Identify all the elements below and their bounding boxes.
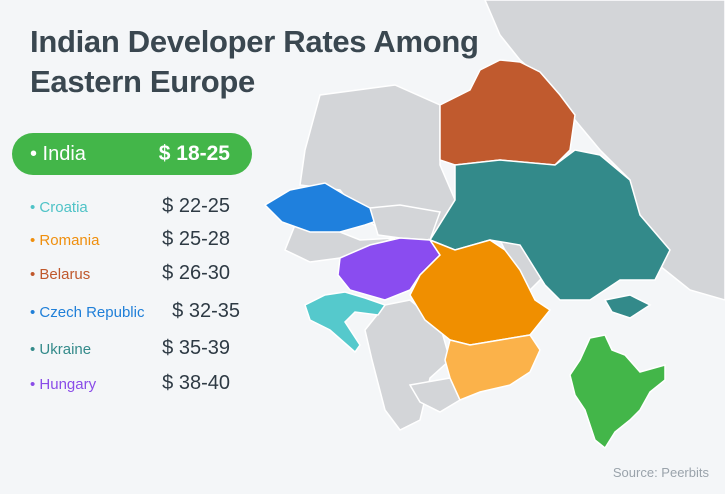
- rate-row-belarus: • Belarus $ 26-30: [30, 262, 240, 286]
- country-label: • Belarus: [30, 266, 91, 283]
- country-rate: $ 35-39: [162, 337, 230, 359]
- rate-row-hungary: • Hungary $ 38-40: [30, 372, 240, 396]
- map-region-croatia: [304, 291, 387, 354]
- map-region-bulgaria: [444, 334, 541, 401]
- map-region-slovakia: [369, 204, 442, 241]
- map-region-russia: [484, 0, 725, 301]
- country-rate: $ 32-35: [172, 300, 240, 322]
- country-label: • Romania: [30, 232, 100, 249]
- map-region-greece: [408, 377, 461, 413]
- page-title: Indian Developer Rates Among Eastern Eur…: [30, 24, 479, 99]
- country-label: • Hungary: [30, 376, 97, 393]
- map-region-crimea: [603, 294, 652, 319]
- country-label: • Croatia: [30, 199, 88, 216]
- country-label: • Ukraine: [30, 341, 92, 358]
- map-region-india: [569, 334, 666, 450]
- india-label: • India: [30, 143, 86, 165]
- rate-row-romania: • Romania $ 25-28: [30, 228, 240, 252]
- rate-row-czech-republic: • Czech Republic $ 32-35: [30, 300, 240, 324]
- rate-row-croatia: • Croatia $ 22-25: [30, 195, 240, 219]
- country-label: • Czech Republic: [30, 304, 145, 321]
- rate-row-ukraine: • Ukraine $ 35-39: [30, 337, 240, 361]
- country-rate: $ 22-25: [162, 195, 230, 217]
- country-rate: $ 38-40: [162, 372, 230, 394]
- source-credit: Source: Peerbits: [612, 465, 709, 480]
- country-rate: $ 26-30: [162, 262, 230, 284]
- india-rate-pill: • India $ 18-25: [12, 133, 252, 175]
- india-rate: $ 18-25: [158, 142, 230, 165]
- country-rate: $ 25-28: [162, 228, 230, 250]
